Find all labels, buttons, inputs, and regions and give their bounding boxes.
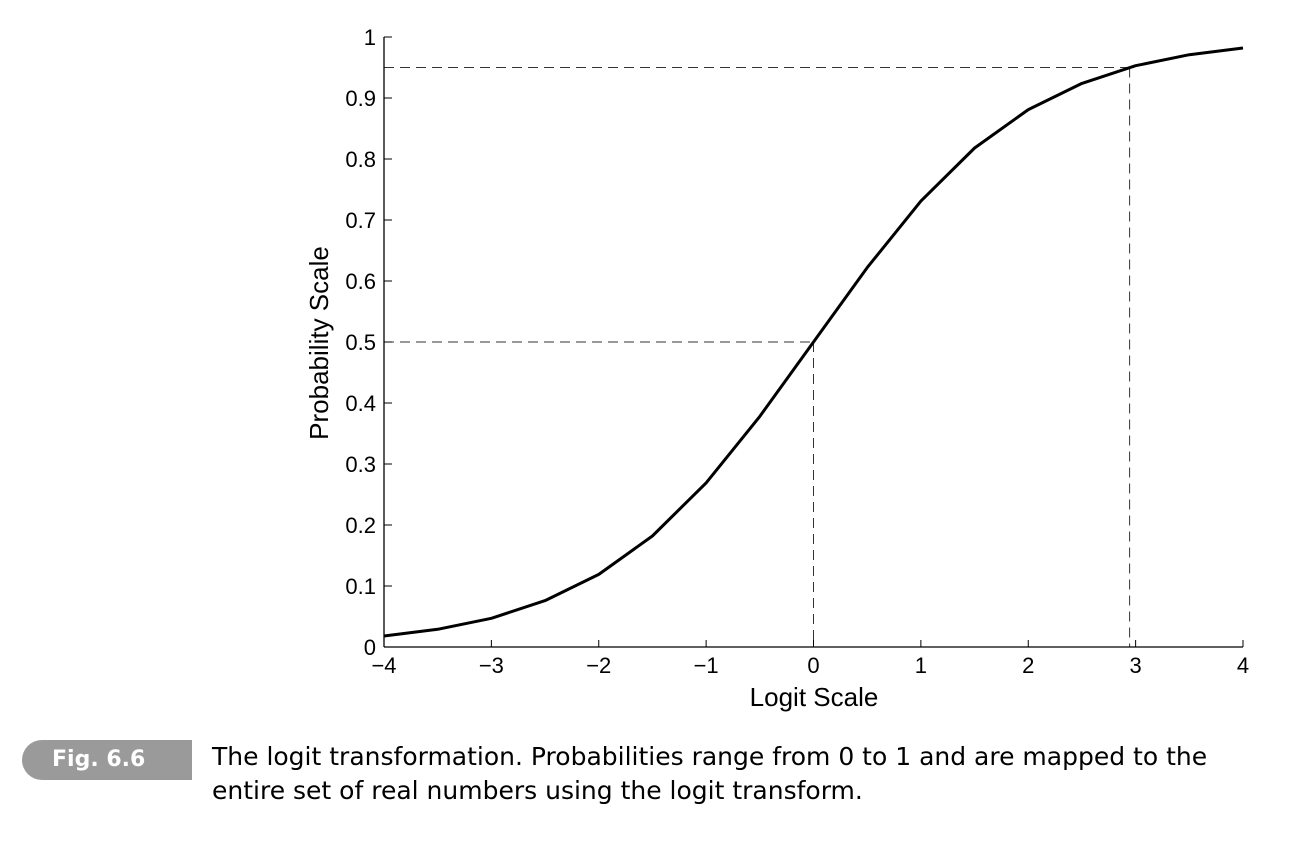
y-tick-label: 0 bbox=[364, 635, 376, 660]
y-tick-label: 0.6 bbox=[345, 269, 376, 294]
curve-layer bbox=[383, 46, 1244, 638]
figure-label-badge: Fig. 6.6 bbox=[22, 740, 192, 780]
reference-lines bbox=[384, 67, 1131, 647]
x-tick-label: −1 bbox=[694, 653, 719, 678]
x-tick-label: 1 bbox=[915, 653, 927, 678]
x-tick-label: −2 bbox=[586, 653, 611, 678]
y-tick-label: 0.3 bbox=[345, 452, 376, 477]
y-axis-title: Probability Scale bbox=[304, 246, 334, 440]
y-ticks: 0 0.1 0.2 0.3 0.4 0.5 0.6 0.7 0.8 0.9 1 bbox=[345, 25, 392, 660]
x-tick-label: 2 bbox=[1022, 653, 1034, 678]
figure-caption: The logit transformation. Probabilities … bbox=[212, 742, 1208, 805]
x-tick-label: −4 bbox=[371, 653, 396, 678]
x-tick-label: −3 bbox=[479, 653, 504, 678]
y-tick-label: 0.9 bbox=[345, 86, 376, 111]
x-tick-label: 3 bbox=[1130, 653, 1142, 678]
y-tick-label: 0.8 bbox=[345, 147, 376, 172]
y-tick-label: 0.1 bbox=[345, 574, 376, 599]
logit-chart: −4 −3 −2 −1 0 1 2 3 4 00.10.20.30.40.50.60.70.80… bbox=[304, 25, 1249, 712]
series-line-0 bbox=[383, 46, 1244, 638]
x-axis-title: Logit Scale bbox=[750, 682, 879, 712]
x-tick-label: 0 bbox=[807, 653, 819, 678]
y-tick-label: 0.2 bbox=[345, 513, 376, 538]
y-tick-label: 0.5 bbox=[345, 330, 376, 355]
y-tick-label: 1 bbox=[364, 25, 376, 50]
y-tick-label: 0.4 bbox=[345, 391, 376, 416]
x-tick-label: 4 bbox=[1237, 653, 1249, 678]
x-ticks: −4 −3 −2 −1 0 1 2 3 4 bbox=[371, 640, 1249, 678]
y-tick-label: 0.7 bbox=[345, 208, 376, 233]
